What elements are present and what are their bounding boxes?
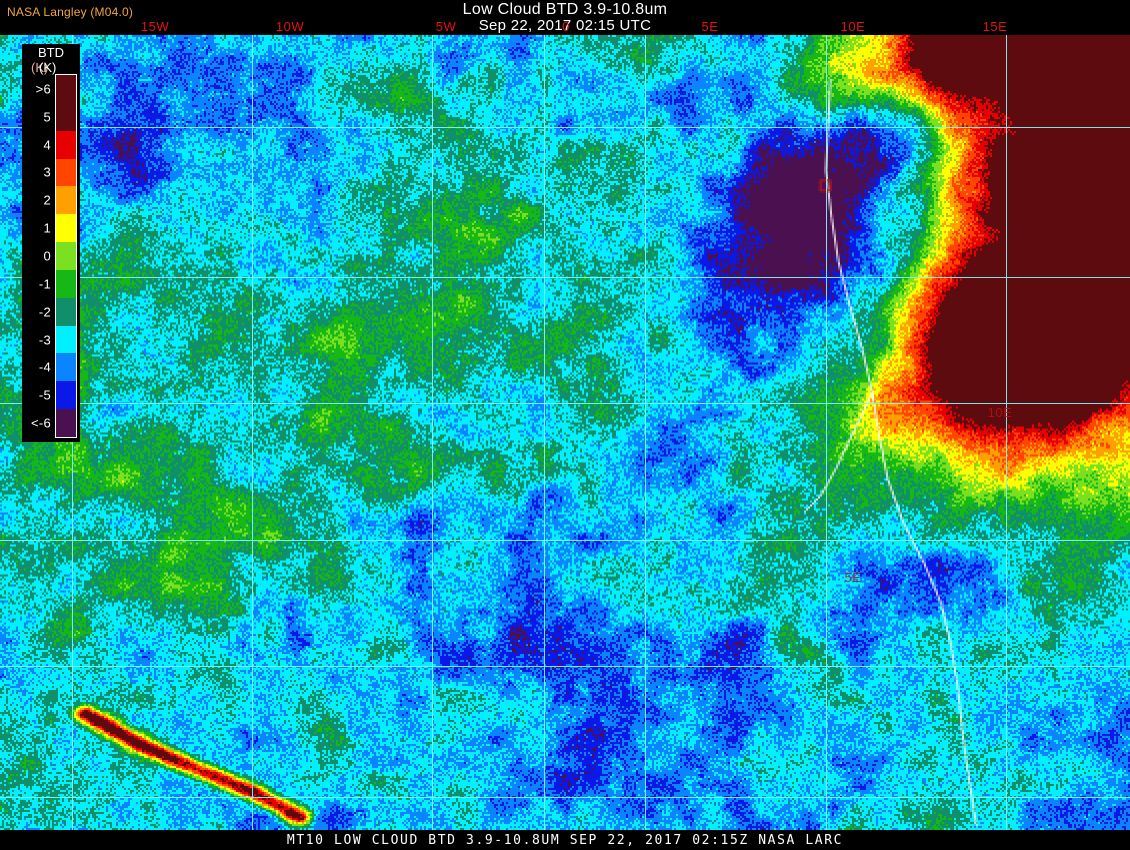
colorbar-tick-label: -4 [38, 359, 51, 375]
colorbar-tick-label: >6 [35, 81, 51, 97]
colorbar-tick-label: 1 [43, 220, 51, 236]
longitude-tick-5e: 5E [701, 19, 719, 34]
colorbar-tick-label: 3 [43, 164, 51, 180]
colorbar-unit-group: (K) (K) [22, 60, 80, 76]
colorbar-band [56, 269, 76, 298]
btd-heatmap-canvas[interactable] [0, 35, 1130, 830]
colorbar-tick-labels: >6 5 4 3 2 1 0 -1 -2 -3 -4 -5 <-6 [22, 74, 53, 438]
colorbar-tick-label: -2 [38, 304, 51, 320]
colorbar-band [56, 102, 76, 131]
colorbar-tick-label: -3 [38, 332, 51, 348]
colorbar-legend: BTD (K) (K) >6 5 4 3 2 1 0 -1 -2 -3 -4 -5 <-6 [22, 44, 80, 442]
colorbar-unit-shadow: (K) [31, 60, 49, 75]
footer-bar: MT10 LOW CLOUD BTD 3.9-10.8UM SEP 22, 20… [0, 830, 1130, 850]
colorbar-band [56, 214, 76, 243]
colorbar-band [56, 353, 76, 382]
colorbar-band [56, 75, 76, 103]
longitude-axis: 15W 10W 5W 0 5E 10E 15E [0, 19, 1130, 35]
longitude-tick-15e: 15E [982, 19, 1008, 34]
colorbar-tick-label: 2 [43, 192, 51, 208]
colorbar-band [56, 158, 76, 187]
colorbar-band [56, 409, 76, 437]
footer-caption: MT10 LOW CLOUD BTD 3.9-10.8UM SEP 22, 20… [286, 833, 844, 848]
colorbar-band [56, 186, 76, 215]
colorbar-band [56, 297, 76, 326]
colorbar-color-strip [55, 74, 77, 438]
colorbar-title: BTD [38, 45, 64, 60]
colorbar-band [56, 242, 76, 270]
longitude-tick-10w: 10W [275, 19, 305, 34]
colorbar-tick-label: 0 [43, 248, 51, 264]
colorbar-unit: (K) [39, 60, 57, 75]
page-title: Low Cloud BTD 3.9-10.8um [462, 1, 668, 18]
longitude-tick-10e: 10E [840, 19, 866, 34]
colorbar-tick-label: 4 [43, 137, 51, 153]
nasa-langley-credit: NASA Langley (M04.0) [7, 5, 134, 19]
colorbar-tick-label: -5 [38, 387, 51, 403]
colorbar-band [56, 325, 76, 354]
colorbar-tick-label: -1 [38, 276, 51, 292]
colorbar-tick-label: 5 [43, 109, 51, 125]
colorbar-band [56, 381, 76, 410]
colorbar-band [56, 130, 76, 159]
longitude-tick-5w: 5W [435, 19, 457, 34]
satellite-map-panel[interactable]: 5E 10E [0, 35, 1130, 830]
longitude-tick-0: 0 [562, 19, 570, 34]
colorbar-tick-label: <-6 [30, 415, 51, 431]
longitude-tick-15w: 15W [140, 19, 170, 34]
